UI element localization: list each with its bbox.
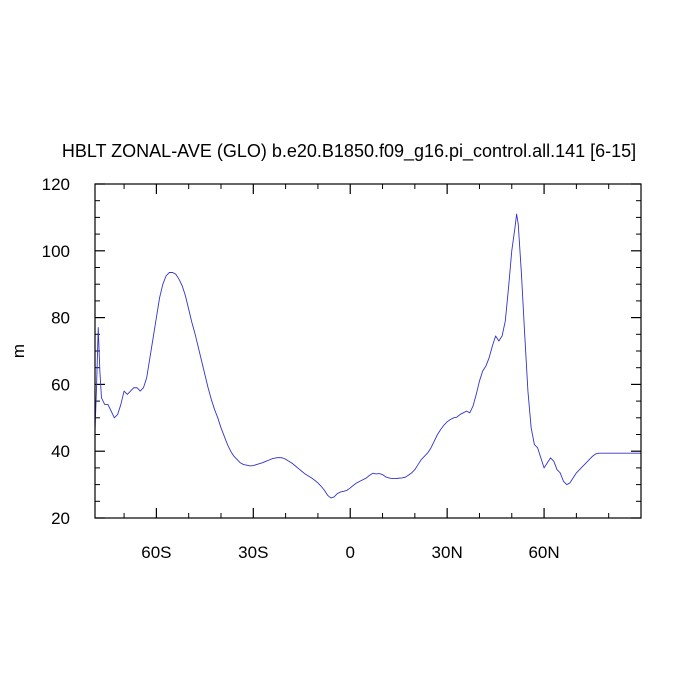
x-tick-label: 60S (141, 543, 171, 562)
major-ticks (95, 183, 641, 519)
chart-title: HBLT ZONAL-AVE (GLO) b.e20.B1850.f09_g16… (62, 141, 636, 162)
y-tick-label: 120 (42, 175, 70, 194)
x-tick-label: 30N (432, 543, 463, 562)
series-line (94, 213, 641, 499)
y-tick-label: 60 (51, 375, 70, 394)
x-tick-label: 0 (345, 543, 354, 562)
y-tick-label: 20 (51, 509, 70, 528)
x-tick-label: 30S (238, 543, 268, 562)
x-tick-label: 60N (528, 543, 559, 562)
y-tick-label: 40 (51, 442, 70, 461)
y-tick-label: 100 (42, 242, 70, 261)
plot-line (94, 213, 641, 499)
tick-labels: 60S 30S 0 30N 60N 20 40 60 80 100 120 (42, 175, 560, 562)
plot-frame (94, 183, 642, 519)
y-axis-label: m (9, 344, 28, 358)
minor-ticks (95, 184, 641, 518)
y-tick-label: 80 (51, 309, 70, 328)
